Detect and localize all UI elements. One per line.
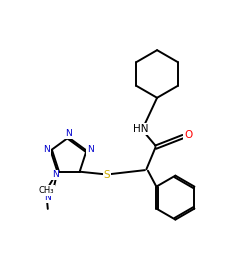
Text: N: N: [44, 193, 51, 202]
Text: N: N: [43, 145, 50, 154]
Text: CH₃: CH₃: [39, 186, 55, 195]
Text: O: O: [184, 130, 192, 140]
Text: N: N: [65, 129, 72, 138]
Text: N: N: [87, 145, 94, 154]
Text: N: N: [52, 170, 59, 179]
Text: S: S: [103, 170, 110, 180]
Text: HN: HN: [133, 124, 148, 134]
